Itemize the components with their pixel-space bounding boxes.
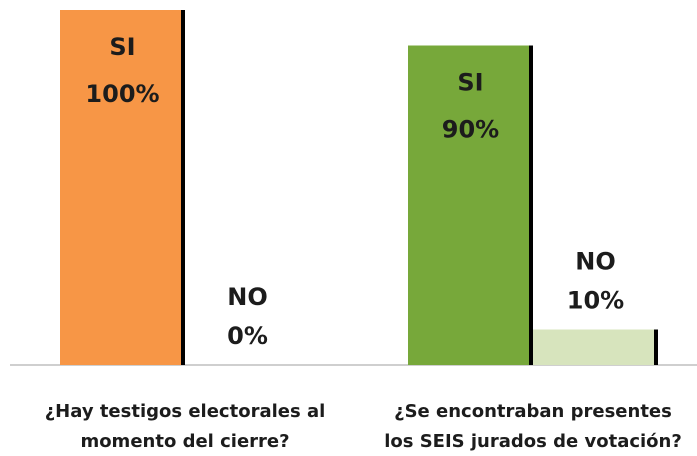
data-label-name: NO — [575, 248, 616, 276]
bar — [60, 10, 185, 365]
data-label-value: 90% — [442, 116, 499, 144]
bar — [408, 45, 533, 365]
x-tick-label: los SEIS jurados de votación? — [384, 431, 682, 452]
data-label-value: 100% — [85, 80, 159, 108]
data-label-name: SI — [109, 33, 135, 61]
x-tick-label: momento del cierre? — [80, 431, 289, 452]
bar-shadow — [654, 329, 658, 365]
x-tick-label: ¿Se encontraban presentes — [394, 401, 672, 422]
bar-shadow — [181, 10, 185, 365]
data-label-name: SI — [457, 69, 483, 97]
x-tick-label: ¿Hay testigos electorales al — [45, 401, 326, 422]
data-label-value: 10% — [567, 287, 624, 315]
bar — [533, 329, 658, 365]
data-label-value: 0% — [227, 322, 268, 350]
bar-shadow — [529, 45, 533, 365]
data-label-name: NO — [227, 283, 268, 311]
